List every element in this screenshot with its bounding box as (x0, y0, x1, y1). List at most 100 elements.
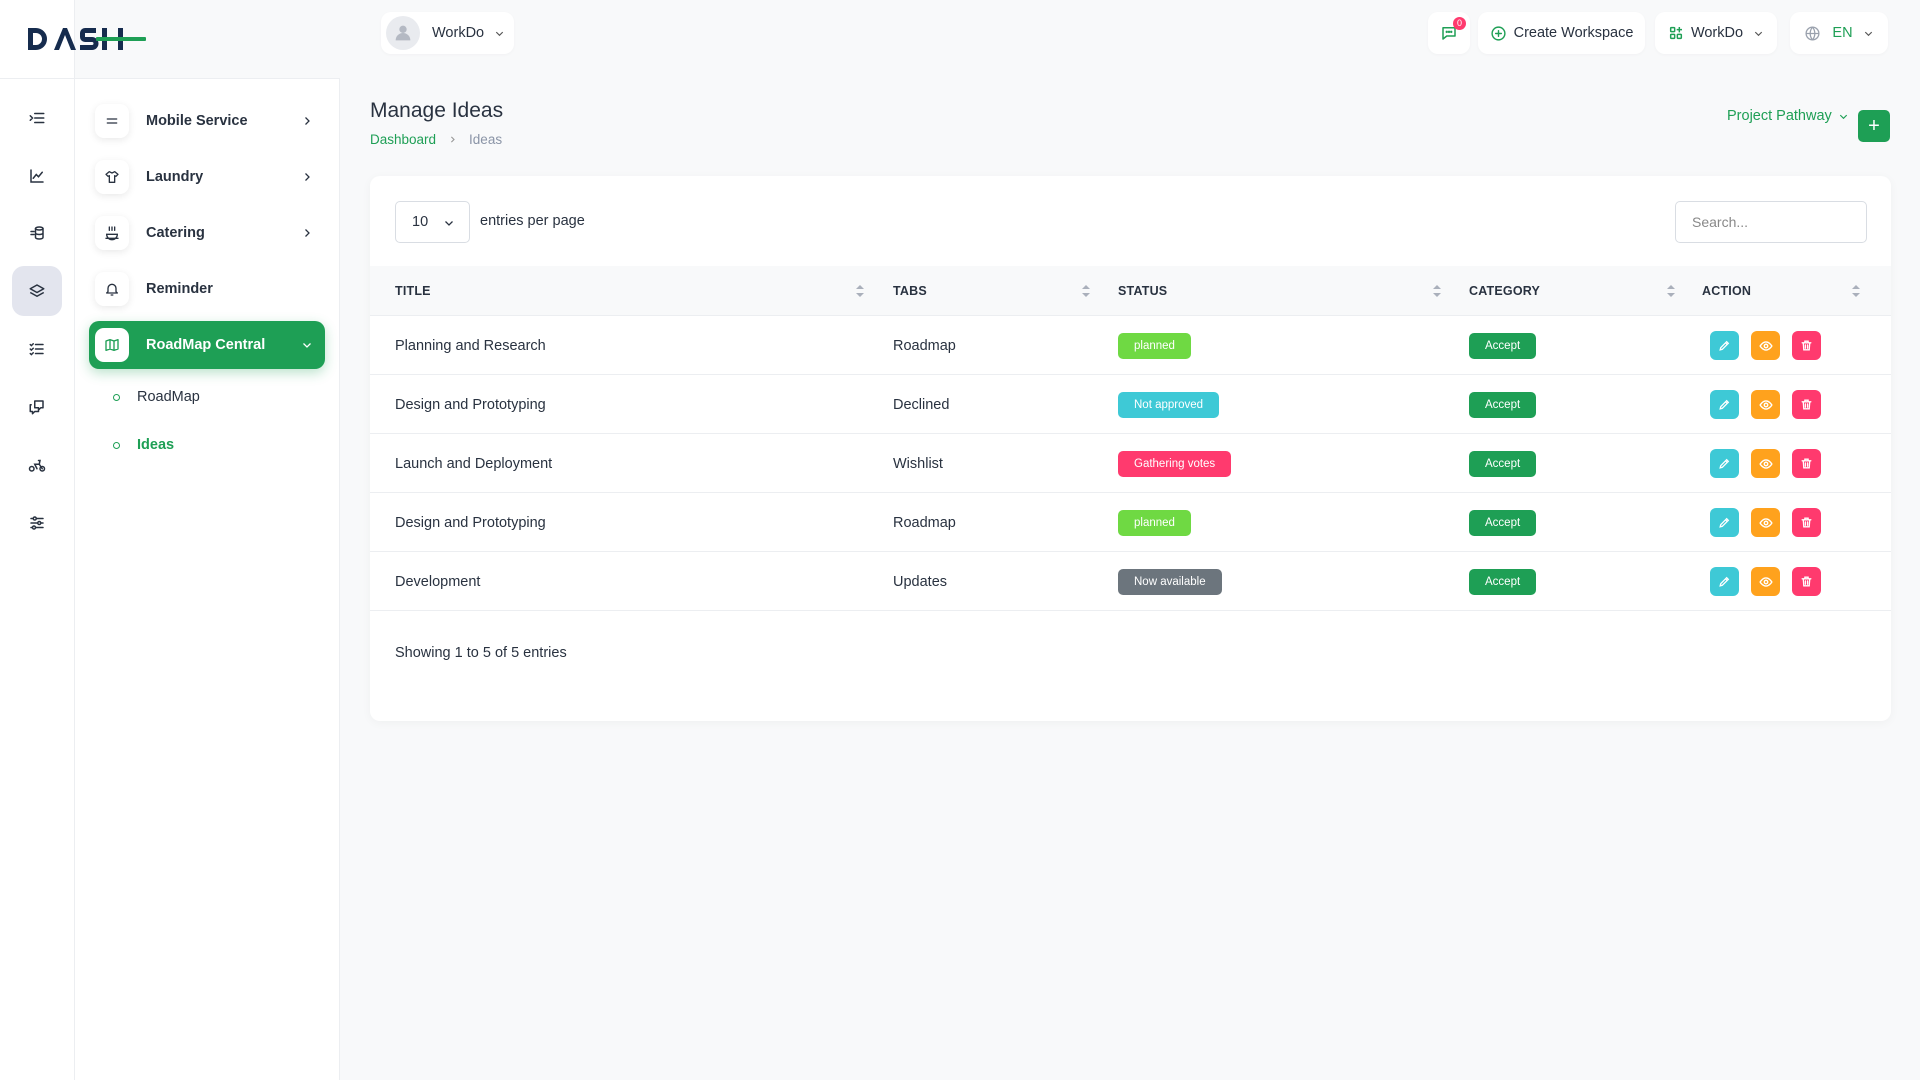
sort-icon (856, 285, 864, 297)
view-button[interactable] (1751, 449, 1780, 478)
sort-icon (1082, 285, 1090, 297)
add-idea-button[interactable]: + (1858, 110, 1890, 142)
entries-per-page-value: 10 (412, 214, 429, 230)
rail-delivery[interactable] (12, 440, 62, 490)
chevron-right-icon (305, 229, 310, 237)
eye-icon (1758, 399, 1773, 410)
table-row: Design and Prototyping Roadmap planned Acce… (370, 493, 1891, 552)
column-header-status[interactable]: STATUS (1118, 284, 1168, 298)
delete-button[interactable] (1792, 567, 1821, 596)
delete-button[interactable] (1792, 390, 1821, 419)
status-badge: Gathering votes (1118, 450, 1232, 477)
layers-icon (29, 284, 45, 297)
edit-button[interactable] (1710, 390, 1739, 419)
sub-sidebar: Mobile Service Laundry Catering Reminder… (75, 79, 340, 1080)
sidebar-subitem-ideas[interactable]: Ideas (113, 437, 174, 453)
breadcrumb: Dashboard Ideas (370, 132, 502, 147)
row-title: Launch and Deployment (395, 455, 553, 472)
workspace-selector[interactable]: WorkDo (1655, 12, 1777, 54)
status-badge: planned (1118, 332, 1191, 359)
avatar (386, 16, 420, 50)
column-header-action[interactable]: ACTION (1702, 284, 1752, 298)
create-workspace-label: Create Workspace (1513, 25, 1634, 41)
pencil-icon (1719, 576, 1730, 587)
plus-circle-icon (1491, 25, 1506, 41)
edit-button[interactable] (1710, 508, 1739, 537)
chevron-right-icon (305, 173, 310, 181)
sidebar-item-label: Laundry (146, 169, 204, 185)
row-title: Design and Prototyping (395, 396, 546, 413)
table-row: Development Updates Now available Accept (370, 552, 1891, 611)
trash-icon (1801, 576, 1812, 587)
mobile-service-icon (106, 118, 118, 124)
sort-icon (1433, 285, 1441, 297)
breadcrumb-dashboard-link[interactable]: Dashboard (370, 132, 437, 147)
rail-menu-toggle[interactable] (12, 93, 62, 143)
sliders-icon (30, 516, 44, 530)
sidebar-item-catering[interactable]: Catering (89, 209, 325, 257)
column-header-title[interactable]: TITLE (395, 284, 431, 298)
edit-button[interactable] (1710, 331, 1739, 360)
message-icon (1442, 27, 1456, 40)
category-badge: Accept (1469, 391, 1537, 418)
sidebar-item-mobile-service[interactable]: Mobile Service (89, 97, 325, 145)
language-selector[interactable]: EN (1790, 12, 1888, 54)
project-dropdown[interactable]: Project Pathway (1727, 108, 1849, 124)
rail-dashboard[interactable] (12, 151, 62, 201)
edit-button[interactable] (1710, 567, 1739, 596)
pencil-icon (1719, 399, 1730, 410)
rail-settings[interactable] (12, 498, 62, 548)
sidebar-subitem-label: RoadMap (137, 389, 200, 405)
edit-button[interactable] (1710, 449, 1739, 478)
column-header-tabs[interactable]: TABS (893, 284, 927, 298)
table-header: TITLE TABS STATUS CATEGORY ACTION (370, 266, 1891, 316)
column-header-category[interactable]: CATEGORY (1469, 284, 1541, 298)
sidebar-item-label: Catering (146, 225, 205, 241)
sidebar-item-roadmap-central[interactable]: RoadMap Central (89, 321, 325, 369)
trash-icon (1801, 517, 1812, 528)
chevron-down-icon (303, 343, 311, 348)
eye-icon (1758, 340, 1773, 351)
row-tab: Roadmap (893, 514, 956, 531)
delete-button[interactable] (1792, 449, 1821, 478)
rail-finance[interactable] (12, 208, 62, 258)
delete-button[interactable] (1792, 508, 1821, 537)
table-row: Design and Prototyping Declined Not approv… (370, 375, 1891, 434)
view-button[interactable] (1751, 390, 1780, 419)
entries-per-page-select[interactable]: 10 (395, 201, 470, 243)
ideas-card: 10 entries per page TITLE TABS STATUS CA… (370, 176, 1891, 721)
chat-icon (29, 400, 44, 415)
sort-icon (1852, 285, 1860, 297)
sidebar-item-laundry[interactable]: Laundry (89, 153, 325, 201)
trash-icon (1801, 340, 1812, 351)
category-badge: Accept (1469, 450, 1537, 477)
messages-button[interactable]: 0 (1428, 12, 1470, 54)
bike-icon (28, 459, 46, 472)
rail-messages[interactable] (12, 382, 62, 432)
row-title: Planning and Research (395, 337, 546, 354)
rail-addons[interactable] (12, 266, 62, 316)
bell-icon (106, 283, 118, 296)
table-row: Launch and Deployment Wishlist Gathering v… (370, 434, 1891, 493)
create-workspace-button[interactable]: Create Workspace (1478, 12, 1645, 54)
eye-icon (1758, 576, 1773, 587)
shirt-icon (105, 171, 119, 183)
map-icon (105, 339, 119, 351)
view-button[interactable] (1751, 331, 1780, 360)
sidebar-item-label: RoadMap Central (146, 337, 266, 353)
page-title: Manage Ideas (370, 99, 504, 122)
dash-logo[interactable] (26, 24, 150, 54)
chart-line-icon (30, 169, 44, 183)
sidebar-item-label: Mobile Service (146, 113, 248, 129)
chevron-down-icon (1754, 31, 1763, 36)
view-button[interactable] (1751, 508, 1780, 537)
user-menu[interactable]: WorkDo (381, 12, 514, 54)
search-input[interactable] (1675, 201, 1867, 243)
delete-button[interactable] (1792, 331, 1821, 360)
rail-tasks[interactable] (12, 324, 62, 374)
view-button[interactable] (1751, 567, 1780, 596)
sidebar-item-reminder[interactable]: Reminder (89, 265, 325, 313)
row-tab: Roadmap (893, 337, 956, 354)
sidebar-subitem-roadmap[interactable]: RoadMap (113, 389, 200, 405)
entries-per-page-label: entries per page (480, 213, 585, 229)
